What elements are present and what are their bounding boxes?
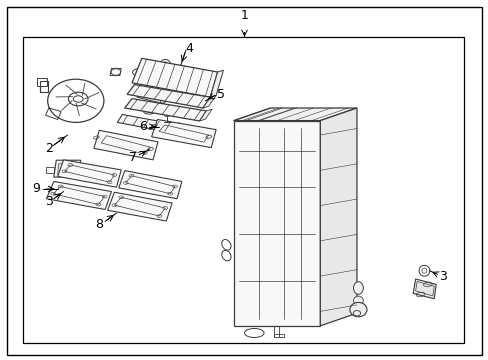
Polygon shape xyxy=(46,181,111,210)
Text: 5: 5 xyxy=(217,88,224,101)
Polygon shape xyxy=(127,85,210,108)
Polygon shape xyxy=(233,108,356,121)
Text: 9: 9 xyxy=(32,183,40,195)
Polygon shape xyxy=(199,109,212,121)
Polygon shape xyxy=(320,108,356,326)
Polygon shape xyxy=(137,76,168,88)
Polygon shape xyxy=(94,130,158,160)
Text: 3: 3 xyxy=(45,195,53,208)
Polygon shape xyxy=(58,160,121,187)
Polygon shape xyxy=(117,114,175,132)
Text: 7: 7 xyxy=(129,151,137,164)
Text: 6: 6 xyxy=(139,120,146,133)
Polygon shape xyxy=(137,94,165,104)
Polygon shape xyxy=(170,123,180,132)
Polygon shape xyxy=(124,99,206,121)
Text: 8: 8 xyxy=(95,218,103,231)
Polygon shape xyxy=(412,279,435,299)
Bar xyxy=(23,37,463,343)
Polygon shape xyxy=(210,70,223,97)
Text: 2: 2 xyxy=(45,142,53,155)
Ellipse shape xyxy=(353,282,363,294)
Polygon shape xyxy=(119,171,182,199)
Polygon shape xyxy=(110,68,121,76)
Polygon shape xyxy=(233,121,320,326)
Text: 1: 1 xyxy=(240,9,248,22)
Polygon shape xyxy=(151,120,216,148)
Ellipse shape xyxy=(353,296,363,305)
Polygon shape xyxy=(107,192,172,221)
Text: 3: 3 xyxy=(438,270,446,283)
Bar xyxy=(273,334,283,337)
Polygon shape xyxy=(132,58,217,97)
Polygon shape xyxy=(54,160,81,177)
Text: 4: 4 xyxy=(185,42,193,55)
Ellipse shape xyxy=(349,302,366,317)
Polygon shape xyxy=(173,78,189,87)
Polygon shape xyxy=(203,95,216,108)
